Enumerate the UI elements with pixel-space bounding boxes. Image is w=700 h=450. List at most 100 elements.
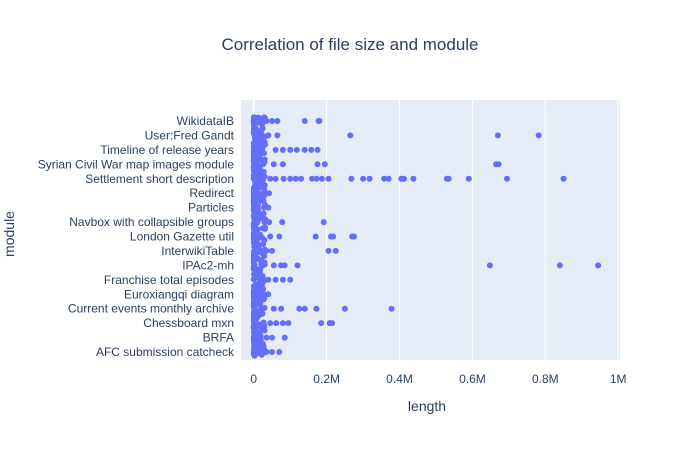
data-point-cluster [253, 237, 260, 244]
data-point [314, 161, 321, 168]
data-point-cluster [259, 284, 266, 291]
x-tick-label: 1M [610, 372, 627, 386]
data-point [265, 132, 272, 139]
plot-area [241, 100, 620, 360]
data-point-cluster [251, 126, 257, 133]
data-point [274, 118, 281, 124]
data-point [486, 262, 493, 269]
data-point-cluster [260, 296, 267, 303]
data-point-cluster [261, 156, 268, 163]
data-point [360, 175, 367, 182]
data-point [269, 349, 275, 355]
data-point [266, 219, 273, 226]
data-point [388, 305, 395, 312]
data-point [321, 161, 328, 168]
data-point [278, 305, 285, 312]
y-tick-label: BRFA [203, 331, 234, 345]
data-point [314, 146, 321, 153]
data-point [279, 161, 286, 168]
data-point [272, 146, 279, 153]
data-point-cluster [252, 299, 259, 306]
data-point [279, 219, 286, 226]
data-point-cluster [255, 114, 262, 121]
data-point [281, 262, 288, 269]
data-point-cluster [256, 231, 263, 238]
data-point-cluster [261, 253, 268, 259]
data-point [285, 320, 292, 327]
data-point [294, 262, 301, 269]
data-point [332, 247, 339, 254]
data-point [293, 146, 300, 153]
data-point-cluster [253, 138, 260, 145]
data-point [267, 320, 274, 327]
data-point [269, 118, 275, 124]
data-point-cluster [261, 261, 268, 268]
data-point [313, 175, 320, 182]
data-point [347, 132, 354, 139]
data-point [287, 146, 294, 153]
data-point-cluster [251, 312, 257, 318]
data-point [309, 175, 316, 182]
data-point [445, 175, 452, 182]
x-tick-label: 0 [250, 372, 257, 386]
data-point [281, 334, 288, 341]
data-point [274, 132, 281, 139]
data-point [261, 204, 267, 211]
data-point-cluster [250, 151, 257, 158]
data-point-cluster [256, 335, 263, 342]
data-point-cluster [259, 144, 266, 151]
data-point-cluster [260, 305, 267, 312]
y-tick-label: Current events monthly archive [68, 302, 234, 316]
data-point [316, 118, 323, 124]
data-point [494, 132, 501, 139]
data-point [410, 175, 417, 182]
data-point [267, 175, 274, 182]
data-point [270, 161, 277, 168]
y-tick-label: Settlement short description [85, 172, 234, 186]
data-point-cluster [260, 161, 267, 168]
data-point-cluster [251, 338, 258, 344]
data-point [263, 247, 270, 254]
data-point [261, 190, 268, 197]
y-tick-label: AFC submission catcheck [96, 345, 235, 359]
x-tick-label: 0.2M [313, 372, 340, 386]
data-point [312, 233, 319, 240]
data-point [272, 175, 279, 182]
data-point-cluster [250, 257, 257, 263]
data-point [265, 204, 272, 211]
data-point [298, 175, 305, 182]
data-point [261, 291, 267, 298]
data-point-cluster [251, 344, 258, 351]
data-point [279, 276, 286, 283]
data-point-cluster [255, 167, 262, 174]
data-point [272, 276, 279, 283]
data-point-cluster [253, 183, 259, 190]
data-point-cluster [257, 272, 264, 279]
data-point [279, 146, 286, 153]
data-point-cluster [261, 139, 268, 146]
data-point [266, 190, 273, 197]
data-point [318, 320, 325, 327]
data-point [341, 305, 348, 312]
data-point [270, 262, 277, 269]
data-point [325, 247, 332, 254]
y-tick-label: User:Fred Gandt [145, 128, 235, 142]
data-point [265, 276, 272, 283]
data-point-cluster [250, 264, 257, 271]
data-point [263, 349, 270, 355]
data-point-cluster [253, 146, 260, 152]
data-point-cluster [250, 195, 257, 202]
data-point [556, 262, 563, 269]
y-tick-label: Syrian Civil War map images module [38, 157, 235, 171]
data-point-cluster [258, 326, 265, 333]
data-point-cluster [256, 190, 263, 197]
data-point [301, 146, 308, 153]
y-tick-label: Particles [188, 201, 234, 215]
data-point-cluster [250, 252, 257, 259]
data-point [287, 276, 294, 283]
y-tick-label: Navbox with collapsible groups [69, 215, 234, 229]
y-tick-label: Euroxiangqi diagram [124, 287, 234, 301]
data-point [261, 219, 268, 226]
